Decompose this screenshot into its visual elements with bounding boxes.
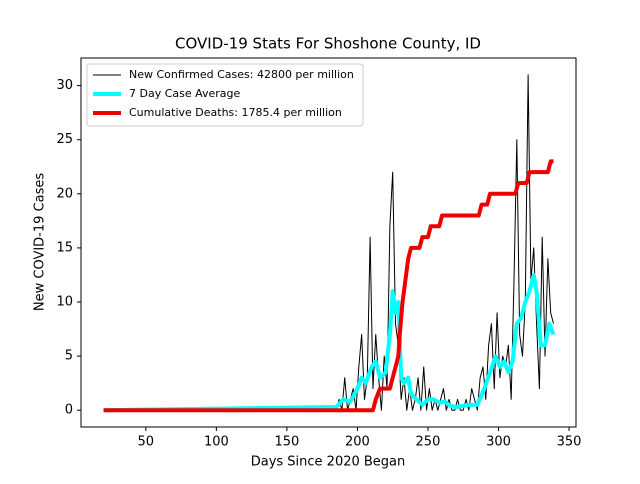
y-tick-label: 10 [56,295,73,310]
x-axis-label: Days Since 2020 Began [251,455,406,470]
x-tick-label: 100 [204,435,229,450]
series-line [103,159,554,413]
legend-label: Cumulative Deaths: 1785.4 per million [129,106,342,119]
y-tick-label: 5 [65,349,73,364]
plot-frame [80,57,577,428]
y-tick-label: 20 [56,186,73,201]
y-tick-label: 30 [56,78,73,93]
x-tick-label: 250 [416,435,441,450]
chart-title: COVID-19 Stats For Shoshone County, ID [175,35,481,53]
x-tick-label: 50 [138,435,155,450]
x-tick-label: 300 [486,435,511,450]
y-tick-label: 0 [65,403,73,418]
series-line [103,272,556,413]
legend-box [86,63,364,127]
x-tick-label: 150 [274,435,299,450]
series-line [103,74,554,411]
y-tick-label: 15 [56,240,73,255]
legend-label: 7 Day Case Average [129,87,241,100]
y-axis-label: New COVID-19 Cases [33,173,48,311]
x-tick-label: 200 [345,435,370,450]
legend-label: New Confirmed Cases: 42800 per million [129,68,354,81]
x-tick-label: 350 [557,435,582,450]
y-tick-label: 25 [56,132,73,147]
